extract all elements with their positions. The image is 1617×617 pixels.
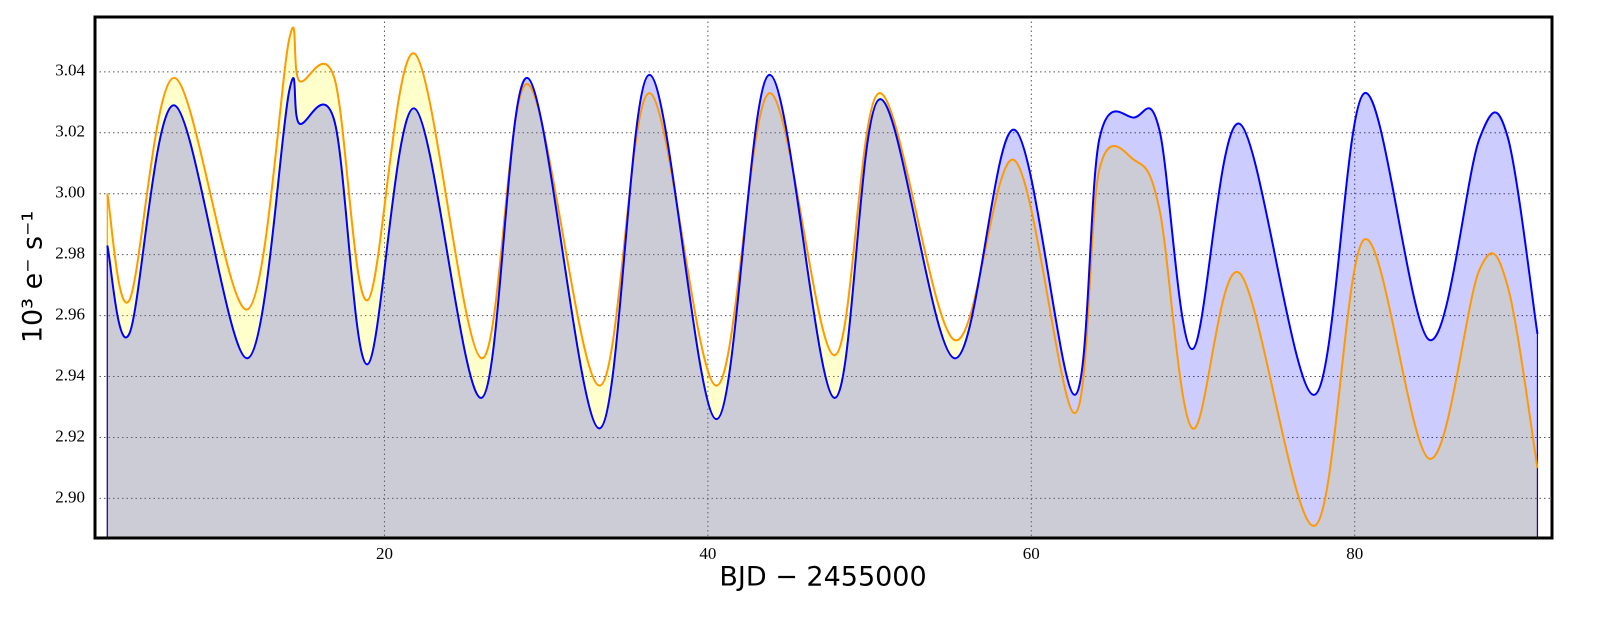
area [106,74,1539,538]
y-tick-label: 3.02 [55,122,85,141]
x-tick-label: 60 [1023,544,1040,563]
x-tick-label: 80 [1346,544,1363,563]
frame [93,15,1554,540]
grid [95,17,1552,538]
y-tick-label: 3.04 [55,61,85,80]
y-tick-label: 2.94 [55,365,85,384]
plot-area [106,26,1539,538]
y-tick-label: 3.00 [55,183,85,202]
y-tick-label: 2.90 [55,487,85,506]
x-axis-label: BJD − 2455000 [719,562,926,593]
y-tick-label: 2.92 [55,426,85,445]
y-tick-label: 2.96 [55,304,85,323]
y-tick-label: 2.98 [55,244,85,263]
x-tick-label: 20 [376,544,393,563]
y-axis-label: 10³ e⁻ s⁻¹ [18,211,49,343]
line [106,73,1539,430]
x-tick-label: 40 [699,544,716,563]
